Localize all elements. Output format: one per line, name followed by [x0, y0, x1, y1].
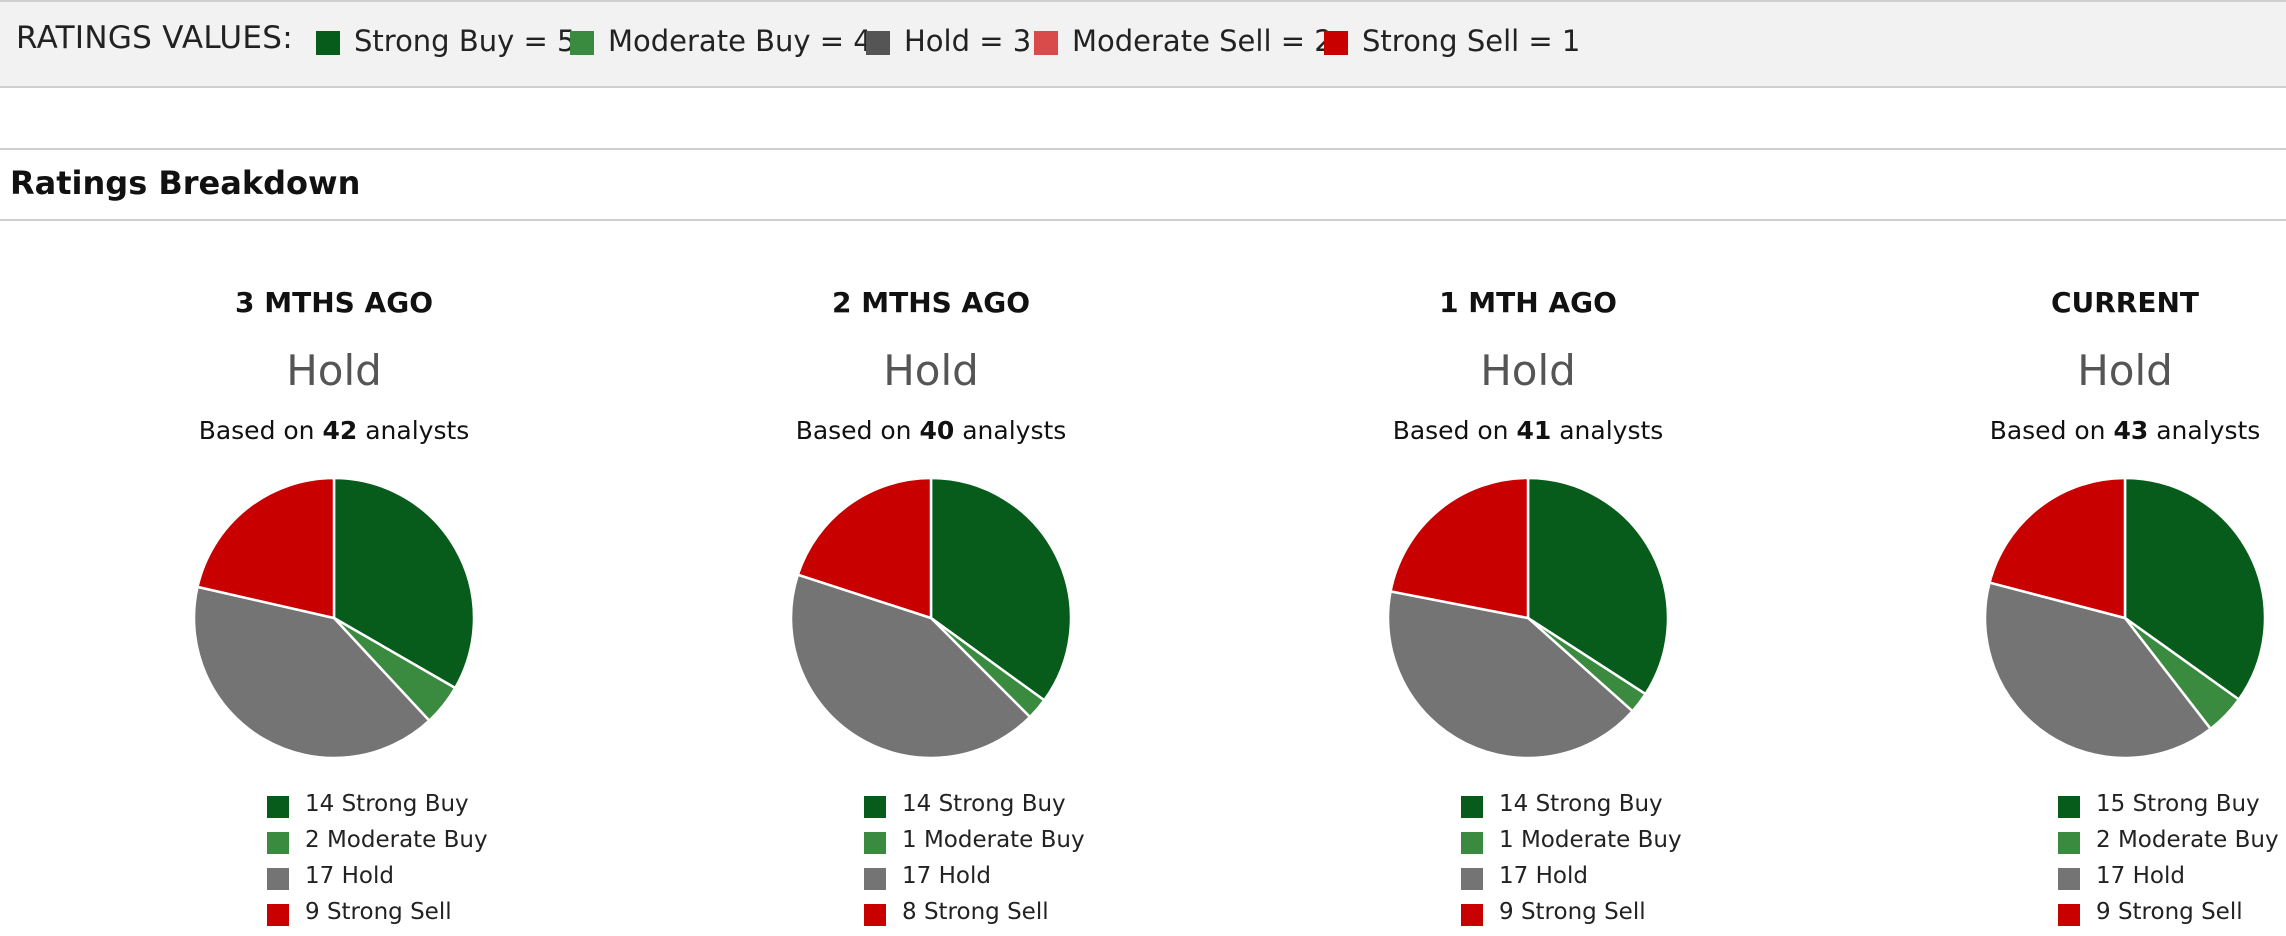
pie-legend-swatch: [2058, 796, 2080, 818]
ratings-values-title: RATINGS VALUES:: [16, 20, 293, 56]
pie-legend-swatch: [1461, 796, 1483, 818]
pie-slice-hold[interactable]: [192, 585, 431, 760]
chart-column-3-months-ago: 3 MTHS AGO Hold Based on 42 analysts 14 …: [34, 280, 634, 936]
pie-legend-label: 2 Moderate Buy: [2096, 827, 2279, 853]
based-on-suffix: analysts: [954, 416, 1067, 445]
pie-legend-swatch: [864, 868, 886, 890]
analyst-count: 42: [322, 416, 358, 445]
analyst-count: 43: [2113, 416, 2149, 445]
pie-legend-swatch: [267, 796, 289, 818]
pie-legend-label: 17 Hold: [2096, 863, 2185, 889]
pie-legend-swatch: [267, 832, 289, 854]
pie-legend-swatch: [2058, 832, 2080, 854]
period-title: 3 MTHS AGO: [235, 286, 433, 319]
pie-legend-label: 14 Strong Buy: [1499, 791, 1663, 817]
ratings-values-bar: RATINGS VALUES: Strong Buy = 5 Moderate …: [0, 0, 2286, 88]
chart-column-2-months-ago: 2 MTHS AGO Hold Based on 40 analysts 14 …: [631, 280, 1231, 936]
based-on-prefix: Based on: [1989, 416, 2114, 445]
pie-legend-label: 8 Strong Sell: [902, 899, 1049, 925]
legend-swatch-moderate-buy: [570, 31, 594, 55]
section-divider-top: [0, 148, 2286, 150]
pie-chart: [1983, 476, 2267, 760]
pie-legend-label: 1 Moderate Buy: [1499, 827, 1682, 853]
period-title: 2 MTHS AGO: [832, 286, 1030, 319]
pie-legend-label: 17 Hold: [1499, 863, 1588, 889]
pie-legend-label: 15 Strong Buy: [2096, 791, 2260, 817]
pie-legend-label: 1 Moderate Buy: [902, 827, 1085, 853]
period-title: CURRENT: [2050, 286, 2200, 319]
pie-legend-label: 17 Hold: [305, 863, 394, 889]
pie-legend-swatch: [2058, 868, 2080, 890]
pie-legend-label: 2 Moderate Buy: [305, 827, 488, 853]
pie-legend-swatch: [267, 868, 289, 890]
pie-slice-strong-buy[interactable]: [929, 476, 1073, 702]
pie-legend-label: 9 Strong Sell: [305, 899, 452, 925]
legend-label-hold: Hold = 3: [904, 24, 1032, 58]
pie-slice-strong-sell[interactable]: [1988, 476, 2127, 620]
pie-slice-strong-buy[interactable]: [2123, 476, 2267, 701]
based-on-prefix: Based on: [198, 416, 323, 445]
pie-legend-swatch: [864, 796, 886, 818]
pie-legend-label: 14 Strong Buy: [305, 791, 469, 817]
consensus-rating: Hold: [1480, 346, 1576, 395]
pie-legend-label: 17 Hold: [902, 863, 991, 889]
pie-chart: [1386, 476, 1670, 760]
based-on-suffix: analysts: [2148, 416, 2261, 445]
pie-legend-swatch: [2058, 904, 2080, 926]
legend-swatch-moderate-sell: [1034, 31, 1058, 55]
pie-slice-strong-sell[interactable]: [796, 476, 933, 620]
analyst-count: 40: [919, 416, 955, 445]
pie-chart: [192, 476, 476, 760]
section-divider-bottom: [0, 219, 2286, 221]
pie-chart: [789, 476, 1073, 760]
analyst-count: 41: [1516, 416, 1552, 445]
pie-slice-hold[interactable]: [789, 573, 1032, 760]
consensus-rating: Hold: [286, 346, 382, 395]
pie-legend-label: 9 Strong Sell: [2096, 899, 2243, 925]
section-title: Ratings Breakdown: [10, 164, 361, 202]
based-on-analysts: Based on 42 analysts: [34, 416, 634, 445]
consensus-rating: Hold: [2077, 346, 2173, 395]
based-on-analysts: Based on 43 analysts: [1825, 416, 2286, 445]
pie-legend-swatch: [1461, 832, 1483, 854]
pie-slice-strong-sell[interactable]: [1389, 476, 1530, 620]
pie-legend-swatch: [864, 904, 886, 926]
legend-label-strong-sell: Strong Sell = 1: [1362, 24, 1581, 58]
pie-legend-swatch: [1461, 868, 1483, 890]
based-on-analysts: Based on 41 analysts: [1228, 416, 1828, 445]
pie-slice-hold[interactable]: [1386, 590, 1634, 760]
based-on-suffix: analysts: [357, 416, 470, 445]
legend-label-moderate-sell: Moderate Sell = 2: [1072, 24, 1333, 58]
based-on-prefix: Based on: [1392, 416, 1517, 445]
pie-legend-swatch: [864, 832, 886, 854]
pie-legend-swatch: [1461, 904, 1483, 926]
chart-column-current: CURRENT Hold Based on 43 analysts 15 Str…: [1825, 280, 2286, 936]
legend-swatch-strong-buy: [316, 31, 340, 55]
consensus-rating: Hold: [883, 346, 979, 395]
based-on-suffix: analysts: [1551, 416, 1664, 445]
legend-label-moderate-buy: Moderate Buy = 4: [608, 24, 872, 58]
pie-legend-label: 14 Strong Buy: [902, 791, 1066, 817]
legend-label-strong-buy: Strong Buy = 5: [354, 24, 576, 58]
period-title: 1 MTH AGO: [1439, 286, 1617, 319]
legend-swatch-strong-sell: [1324, 31, 1348, 55]
pie-legend-swatch: [267, 904, 289, 926]
based-on-prefix: Based on: [795, 416, 920, 445]
pie-slice-hold[interactable]: [1983, 581, 2212, 760]
based-on-analysts: Based on 40 analysts: [631, 416, 1231, 445]
pie-legend-label: 9 Strong Sell: [1499, 899, 1646, 925]
pie-slice-strong-sell[interactable]: [196, 476, 336, 620]
pie-slice-strong-buy[interactable]: [332, 476, 476, 690]
chart-column-1-month-ago: 1 MTH AGO Hold Based on 41 analysts 14 S…: [1228, 280, 1828, 936]
legend-swatch-hold: [866, 31, 890, 55]
